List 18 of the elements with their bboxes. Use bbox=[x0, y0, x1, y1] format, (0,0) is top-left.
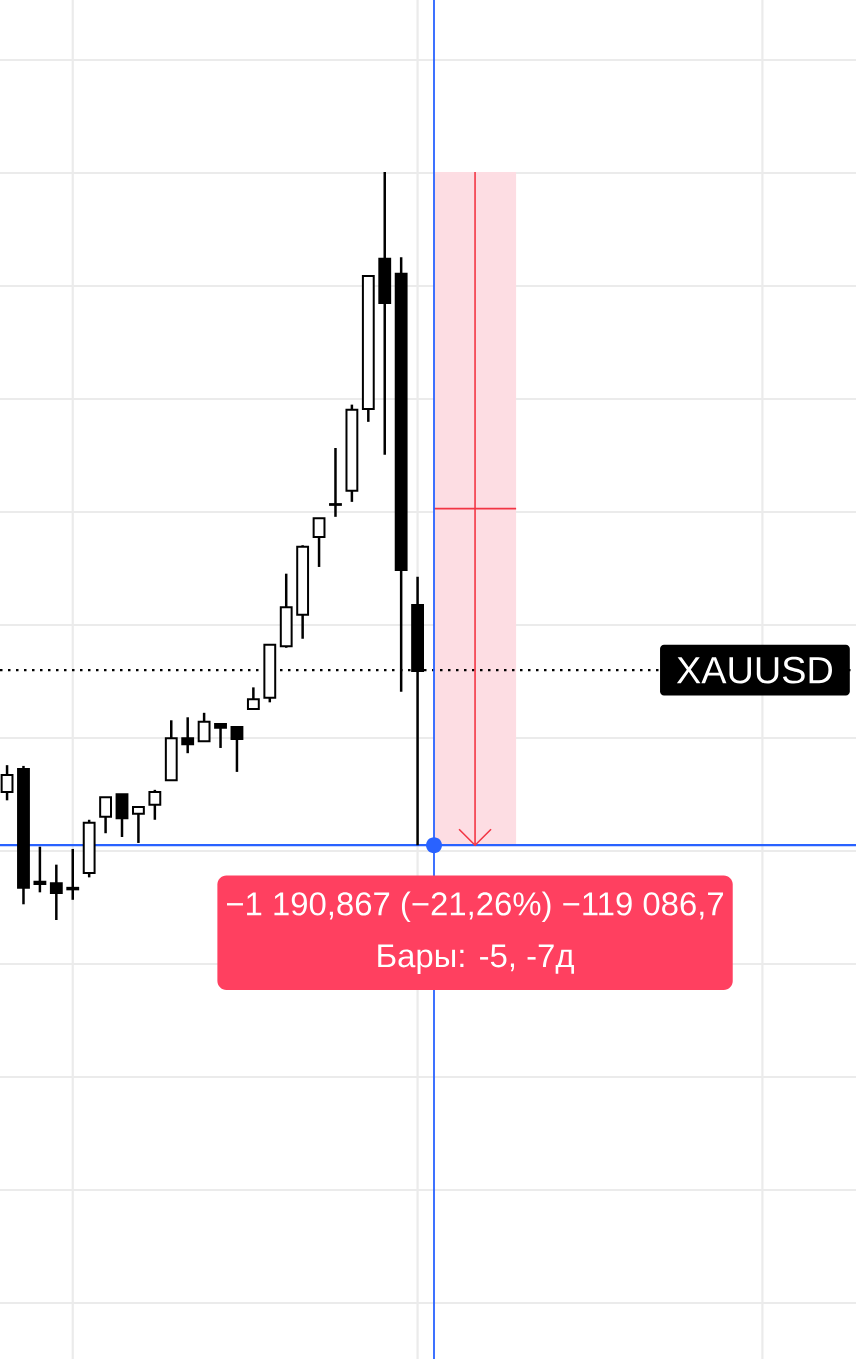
candlestick bbox=[230, 725, 244, 774]
candlestick bbox=[197, 711, 211, 743]
text: Бары: -5, -7д bbox=[378, 944, 574, 974]
candlestick bbox=[49, 863, 63, 922]
candlestick bbox=[312, 517, 326, 569]
annotation: −1 190,867 (−21,26%) −119 086,7 bbox=[227, 891, 723, 923]
candlestick bbox=[99, 796, 112, 835]
candlestick bbox=[214, 722, 227, 750]
candlestick bbox=[33, 845, 47, 894]
candlestick bbox=[148, 788, 162, 822]
candlestick bbox=[115, 793, 129, 839]
candlestick bbox=[0, 763, 14, 802]
ref-line-label: XAUUSD bbox=[676, 656, 832, 684]
candlestick bbox=[329, 446, 342, 519]
candlestick bbox=[132, 805, 145, 845]
candlestick bbox=[66, 847, 80, 902]
candlestick bbox=[246, 686, 260, 712]
candlestick bbox=[181, 716, 195, 755]
